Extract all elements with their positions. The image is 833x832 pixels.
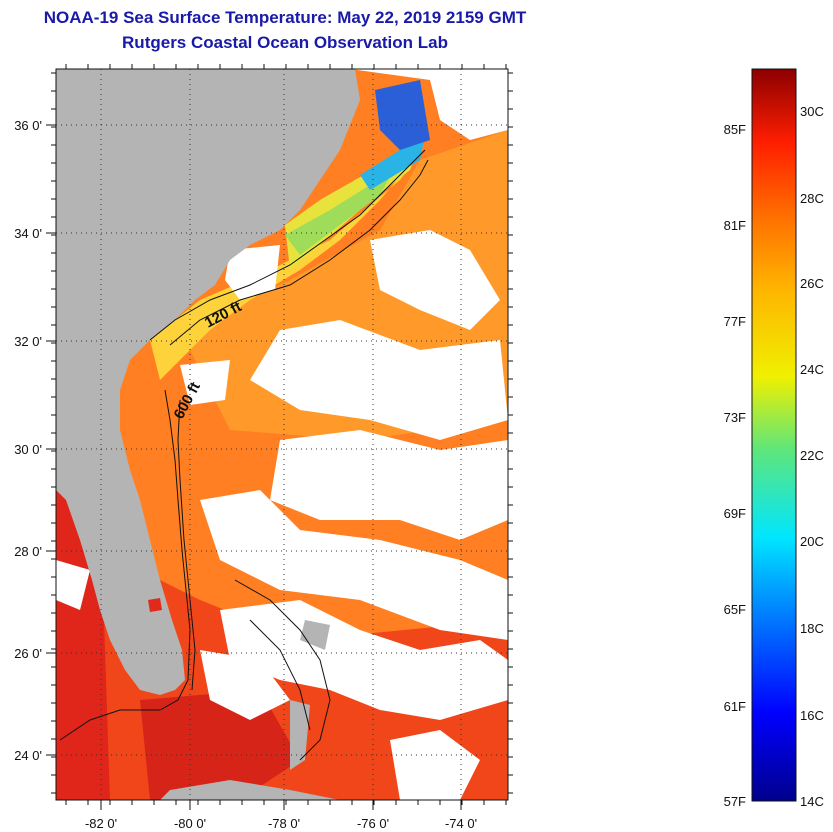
lon-tick-label: -74 0' — [445, 816, 477, 831]
andros-island — [290, 700, 310, 770]
abaco-island — [300, 620, 330, 650]
lake-okeechobee — [148, 598, 162, 612]
lat-tick-label: 30 0' — [14, 442, 42, 457]
lat-tick-label: 34 0' — [14, 226, 42, 241]
shelf-water — [150, 150, 425, 380]
lat-tick-label: 24 0' — [14, 748, 42, 763]
map-area — [56, 69, 508, 800]
lat-tick-label: 36 0' — [14, 118, 42, 133]
colorbar-fahrenheit-label: 61F — [724, 699, 746, 714]
graticule — [56, 69, 508, 800]
colorbar-celsius-label: 22C — [800, 448, 824, 463]
colorbar-celsius-label: 28C — [800, 191, 824, 206]
colorbar-celsius-label: 30C — [800, 104, 824, 119]
colorbar-celsius-label: 20C — [800, 534, 824, 549]
cloud-cover — [56, 69, 508, 800]
colorbar-fahrenheit-label: 57F — [724, 794, 746, 809]
colorbar-celsius-label: 18C — [800, 621, 824, 636]
colorbar-fahrenheit-label: 73F — [724, 410, 746, 425]
land-area — [56, 69, 360, 695]
pamlico-cold-water — [360, 135, 425, 190]
colorbar-fahrenheit-label: 69F — [724, 506, 746, 521]
lat-tick-label: 32 0' — [14, 334, 42, 349]
colorbar-celsius-label: 26C — [800, 276, 824, 291]
axis-ticks: 36 0' 34 0' 32 0' 30 0' 28 0' 26 0' 24 0' -82 0… — [14, 64, 513, 831]
colorbar-fahrenheit-label: 77F — [724, 314, 746, 329]
colorbar-celsius-label: 16C — [800, 708, 824, 723]
lon-tick-label: -78 0' — [268, 816, 300, 831]
colorbar-labels: 85F 81F 77F 73F 69F 65F 61F 57F 30C 28C 26C 24C 22C 2… — [724, 104, 824, 809]
lat-tick-label: 28 0' — [14, 544, 42, 559]
sound-cold-water — [375, 80, 430, 150]
colorbar-fahrenheit-label: 65F — [724, 602, 746, 617]
colorbar-fahrenheit-label: 81F — [724, 218, 746, 233]
lon-tick-label: -80 0' — [174, 816, 206, 831]
colorbar-celsius-label: 24C — [800, 362, 824, 377]
lon-tick-label: -76 0' — [357, 816, 389, 831]
lat-tick-label: 26 0' — [14, 646, 42, 661]
bahamas-hot-water — [140, 690, 300, 800]
chart-title: NOAA-19 Sea Surface Temperature: May 22,… — [43, 8, 527, 27]
colorbar-fahrenheit-label: 85F — [724, 122, 746, 137]
chart-subtitle: Rutgers Coastal Ocean Observation Lab — [122, 33, 448, 52]
colorbar-celsius-label: 14C — [800, 794, 824, 809]
map-frame — [55, 68, 509, 801]
cuba-land — [160, 780, 340, 800]
colorbar — [751, 68, 797, 802]
cold-shelf-water — [285, 168, 395, 255]
lon-tick-label: -82 0' — [85, 816, 117, 831]
